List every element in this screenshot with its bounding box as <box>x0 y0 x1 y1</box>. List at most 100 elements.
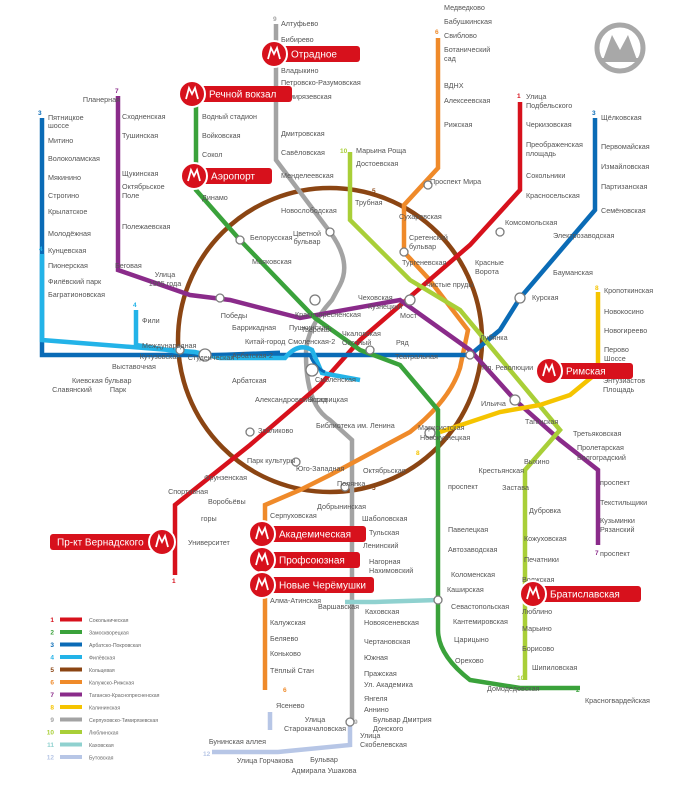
station-label: Царицыно <box>454 635 489 644</box>
station-label: Кантемировская <box>453 617 508 626</box>
legend-line-name: Серпуховско-Тимирязевская <box>89 718 158 724</box>
station-label: Пушкинская <box>289 323 330 332</box>
station-label: Первомайская <box>601 142 650 151</box>
line-2 <box>193 96 580 691</box>
badge-label: Римская <box>566 367 606 378</box>
station-label: Коньково <box>270 649 301 658</box>
legend-item-line-11: 11 Каховская <box>47 742 114 749</box>
legend-swatch <box>60 642 82 647</box>
station-label: Боровицкая <box>308 395 348 404</box>
station-label: Нагорная <box>369 557 401 566</box>
station-label: Тимирязевская <box>281 92 332 101</box>
station-label: Сходненская <box>122 112 166 121</box>
station-label: Медведково <box>444 3 485 12</box>
station-label: Смоленская <box>315 375 356 384</box>
station-label: Энтузиастов <box>603 376 645 385</box>
station-label: Молодёжная <box>48 229 91 238</box>
station-label: Ряд <box>396 338 409 347</box>
station-label: Старокачаловская <box>284 724 346 733</box>
station-label: Савёловская <box>281 148 325 157</box>
station-label: Площадь <box>603 385 635 394</box>
station-label: Кропоткинская <box>604 286 653 295</box>
station-label: Красные <box>475 258 504 267</box>
station-label: Волжская <box>522 575 555 584</box>
metro-logo-icon <box>594 22 646 74</box>
station-label: Ильича <box>481 399 506 408</box>
station-label: сад <box>444 54 457 63</box>
station-label: Цветной <box>293 229 321 238</box>
station-label: Электрозаводская <box>553 231 615 240</box>
station-label: Новокосино <box>604 307 644 316</box>
station-label: бульвар <box>293 237 320 246</box>
legend-line-name: Калужско-Рижская <box>89 681 134 687</box>
badge-label: Новые Черёмушки <box>279 581 366 592</box>
station-label: Волоколамская <box>48 154 100 163</box>
station-label: Краснопресненская <box>295 310 361 319</box>
legend-item-line-10: 10 Люблинская <box>47 730 119 737</box>
legend-line-number: 12 <box>47 755 55 762</box>
legend-line-number: 3 <box>50 642 54 649</box>
station-label: проспект <box>600 478 631 487</box>
legend-line-name: Сокольническая <box>89 618 129 624</box>
station-label: Кожуховская <box>524 534 567 543</box>
metro-m-icon <box>267 45 281 60</box>
station-label: Борисово <box>522 644 554 653</box>
station-label: Кузьминки <box>600 516 635 525</box>
legend-swatch <box>60 667 82 672</box>
station-label: Кунцевская <box>48 246 86 255</box>
station-label: Тверская <box>301 325 332 334</box>
legend-line-number: 1 <box>50 617 54 624</box>
badge-label: Отрадное <box>291 50 337 61</box>
station-label: Чеховская <box>358 293 393 302</box>
station-label: Кутузовская <box>140 352 181 361</box>
line-number: 4 <box>39 246 43 253</box>
station-badge-profsoyuz: Профсоюзная <box>248 546 360 574</box>
station-label: Шипиловская <box>532 663 577 672</box>
station-label: Севастопольская <box>451 602 509 611</box>
station-label: Зябликово <box>258 426 293 435</box>
station-label: Пражская <box>364 669 397 678</box>
legend-swatch <box>60 692 82 697</box>
station-label: проспект <box>448 482 479 491</box>
station-label: Люблино <box>522 607 552 616</box>
line-9 <box>273 24 355 720</box>
station-label: Тёплый Стан <box>270 666 314 675</box>
station-label: бульвар <box>104 376 131 385</box>
legend: 1 Сокольническая 2 Замоскворецкая 3 Арбатско-… <box>47 617 160 762</box>
legend-line-name: Таганско-Краснопресненская <box>89 693 160 699</box>
station-label: Преображенская <box>526 140 583 149</box>
badge-label: Академическая <box>279 530 351 541</box>
legend-line-number: 2 <box>50 630 54 637</box>
station-label: Улица <box>526 92 546 101</box>
station-label: Марьина Роща <box>356 146 406 155</box>
station-label: Донского <box>373 724 403 733</box>
badges: Отрадное Речной вокзал Аэропорт Римская Пр-к… <box>50 40 641 608</box>
station-label: Лубянка <box>480 333 508 342</box>
legend-line-number: 6 <box>50 680 54 687</box>
station-label: Сухаревская <box>399 212 442 221</box>
line-10 <box>347 152 563 680</box>
line-12 <box>212 712 353 755</box>
station-badge-aeroport: Аэропорт <box>180 162 272 190</box>
station-label: Щёлковская <box>601 113 642 122</box>
station-label: Славянский <box>52 385 92 394</box>
line-number: 5 <box>372 485 376 492</box>
line-number: 6 <box>283 687 287 694</box>
station-label: проспект <box>600 549 631 558</box>
badge-label: Речной вокзал <box>209 90 277 101</box>
legend-item-line-9: 9 Серпуховско-Тимирязевская <box>50 717 158 724</box>
station-badge-vernadskogo: Пр-кт Вернадского <box>50 528 176 556</box>
station-label: Каширская <box>447 585 484 594</box>
station-label: Измайловская <box>601 162 649 171</box>
station-label: Курская <box>532 293 559 302</box>
station-label: Киевская <box>72 376 103 385</box>
station-label: Алтуфьево <box>281 19 318 28</box>
metro-m-icon <box>155 533 169 548</box>
station-label: Улица <box>155 270 175 279</box>
line-number: 5 <box>372 188 376 195</box>
station-label: Калужская <box>270 618 306 627</box>
metro-m-icon <box>255 525 269 540</box>
station-label: Победы <box>221 311 247 320</box>
legend-swatch <box>60 730 82 734</box>
